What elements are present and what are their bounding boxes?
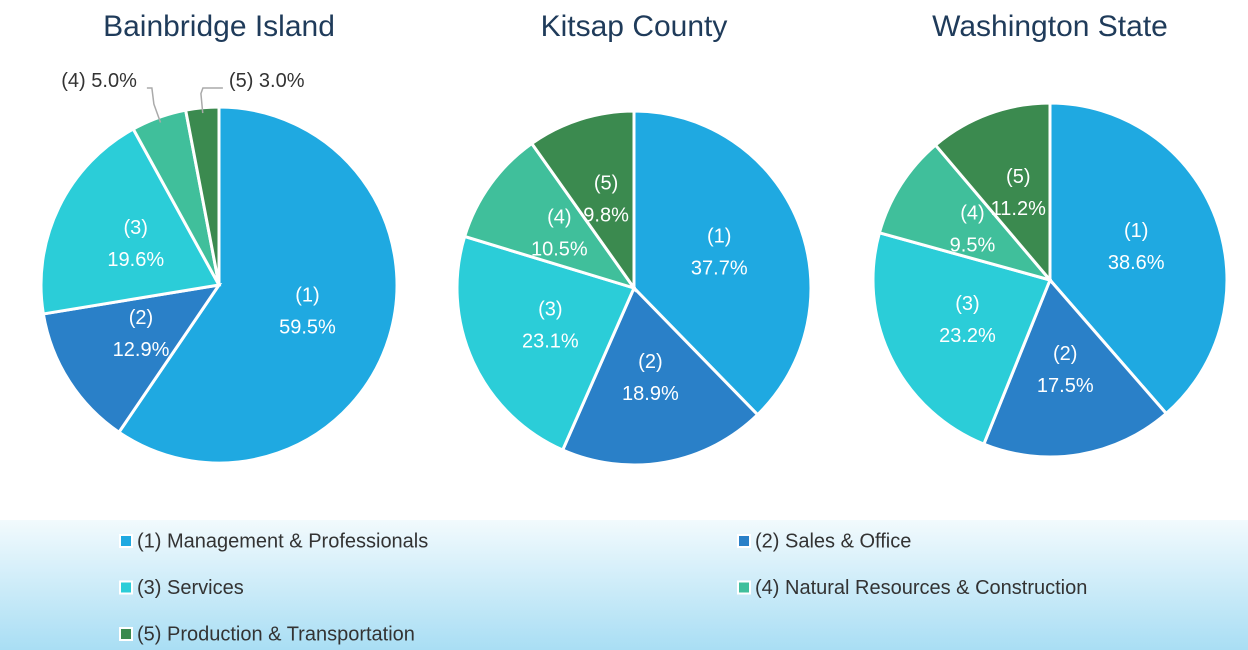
data-label-category: (1) bbox=[707, 226, 731, 248]
data-label-value: 38.6% bbox=[1108, 252, 1165, 274]
data-label-value: 18.9% bbox=[622, 383, 679, 405]
leader-line bbox=[200, 87, 223, 114]
legend-label: (3) Services bbox=[137, 577, 244, 599]
data-label-value: 11.2% bbox=[991, 198, 1046, 220]
legend-label: (1) Management & Professionals bbox=[137, 530, 428, 552]
data-label-category: (5) bbox=[594, 173, 618, 195]
pie-slice bbox=[877, 142, 1055, 283]
legend-swatch bbox=[121, 582, 131, 593]
data-label-category: (4) bbox=[547, 206, 571, 228]
pie-slice bbox=[933, 101, 1052, 285]
data-label-category: (2) bbox=[1053, 343, 1077, 365]
data-label-category: (5) bbox=[1006, 166, 1030, 188]
data-label-value: 9.8% bbox=[583, 205, 629, 227]
data-label-value: 10.5% bbox=[531, 238, 588, 260]
data-label-value: 23.2% bbox=[939, 325, 996, 347]
data-label-value: 19.6% bbox=[107, 249, 164, 271]
data-label: (4) 5.0% bbox=[61, 70, 137, 92]
data-label-value: 37.7% bbox=[691, 258, 748, 280]
legend-swatch bbox=[121, 629, 131, 639]
data-label-category: (3) bbox=[124, 217, 148, 239]
data-label-category: (3) bbox=[955, 293, 979, 315]
pie-slice bbox=[455, 234, 637, 452]
pie-slice bbox=[39, 126, 222, 316]
pie-slice bbox=[116, 105, 399, 465]
data-label-category: (3) bbox=[538, 299, 562, 321]
pie-slice bbox=[871, 230, 1053, 447]
pie-slice bbox=[1048, 101, 1229, 416]
legend-swatch bbox=[739, 536, 749, 546]
data-label-value: 12.9% bbox=[113, 339, 170, 361]
pie-slice bbox=[632, 109, 813, 417]
legend-label: (4) Natural Resources & Construction bbox=[755, 577, 1087, 599]
data-label-category: (1) bbox=[1124, 220, 1148, 242]
data-label-value: 59.5% bbox=[279, 316, 336, 338]
legend-swatch bbox=[121, 536, 131, 546]
legend-swatch bbox=[739, 582, 749, 593]
data-label-value: 3.0% bbox=[259, 70, 305, 92]
data-label-value: 17.5% bbox=[1037, 375, 1094, 397]
data-label-value: 23.1% bbox=[522, 331, 579, 353]
chart-title: Kitsap County bbox=[541, 10, 728, 43]
pie-slice bbox=[560, 285, 760, 467]
legend-box bbox=[0, 520, 1248, 650]
data-label-value: 5.0% bbox=[91, 70, 137, 92]
data-label-category: (2) bbox=[638, 351, 662, 373]
data-label-category: (2) bbox=[129, 307, 153, 329]
pie-slice bbox=[462, 141, 638, 291]
pie-slice bbox=[41, 282, 223, 435]
legend-label: (2) Sales & Office bbox=[755, 530, 911, 552]
data-label-value: 9.5% bbox=[950, 235, 996, 257]
data-label-category: (4) bbox=[61, 70, 85, 92]
chart-title: Washington State bbox=[932, 10, 1168, 43]
data-label-category: (5) bbox=[229, 70, 253, 92]
data-label-category: (1) bbox=[295, 284, 319, 306]
leader-line bbox=[146, 87, 162, 123]
pie-slice bbox=[529, 109, 636, 293]
legend-label: (5) Production & Transportation bbox=[137, 623, 415, 645]
chart-title: Bainbridge Island bbox=[103, 10, 335, 43]
pie-slice bbox=[981, 277, 1169, 459]
data-label: (5) 3.0% bbox=[229, 70, 305, 92]
data-label-category: (4) bbox=[960, 203, 984, 225]
